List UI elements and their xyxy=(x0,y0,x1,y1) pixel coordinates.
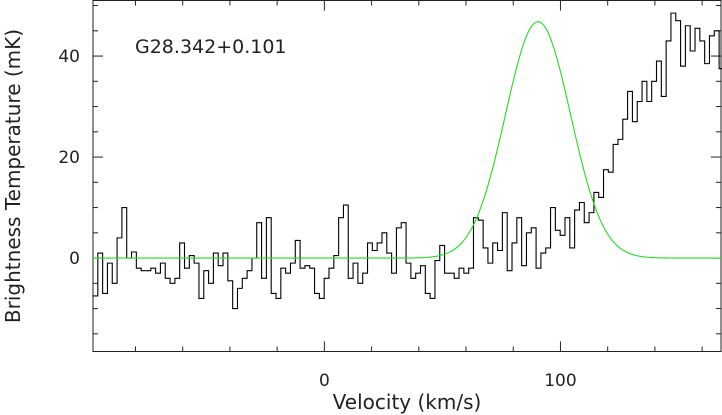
y-tick-label: 20 xyxy=(58,148,80,168)
source-annotation: G28.342+0.101 xyxy=(135,36,287,58)
x-axis-label: Velocity (km/s) xyxy=(333,390,482,414)
gaussian-fit-line xyxy=(93,21,721,259)
axis-tick-labels: 0 100 0 20 40 xyxy=(58,47,576,391)
x-tick-label: 0 xyxy=(319,371,330,391)
y-tick-label: 0 xyxy=(69,249,80,269)
y-tick-label: 40 xyxy=(58,47,80,67)
x-tick-label: 100 xyxy=(544,371,576,391)
spectrum-histogram xyxy=(93,12,722,310)
plot-frame xyxy=(92,0,722,352)
y-axis-label: Brightness Temperature (mK) xyxy=(1,29,25,323)
